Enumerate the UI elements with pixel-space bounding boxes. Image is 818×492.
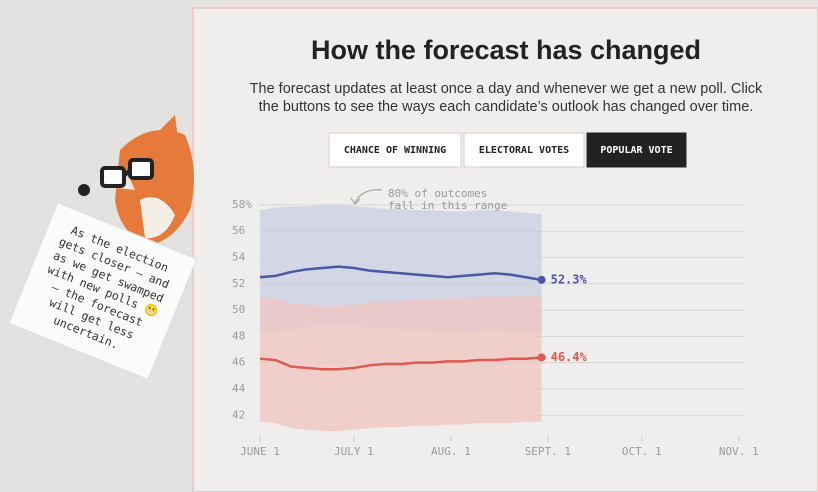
value-label: 52.3%	[551, 272, 588, 286]
annotation: 80% of outcomes	[388, 187, 487, 200]
end-point	[537, 353, 546, 362]
annotation: fall in this range	[388, 199, 507, 212]
button-label[interactable]: ELECTORAL VOTES	[479, 145, 569, 156]
x-tick-label: JULY 1	[334, 445, 374, 458]
title: How the forecast has changed	[311, 35, 701, 65]
button[interactable]	[463, 132, 585, 168]
note-paper	[8, 202, 198, 381]
button-group: CHANCE OF WINNING ELECTORAL VOTES POPULAR …	[328, 132, 687, 168]
subtitle: The forecast updates at least once a day…	[250, 81, 763, 97]
x-tick-label: JUNE 1	[240, 445, 280, 458]
forecast-line	[259, 265, 542, 282]
y-tick-label: 50	[232, 303, 245, 316]
x-tick-label: AUG. 1	[431, 445, 471, 458]
y-tick-label: 58%	[232, 198, 252, 211]
x-tick-label: NOV. 1	[719, 445, 759, 458]
x-tick-label: OCT. 1	[622, 445, 662, 458]
y-tick-label: 54	[232, 250, 246, 263]
y-tick-label: 52	[232, 277, 245, 290]
value-label: 46.4%	[551, 350, 588, 364]
y-tick-label: 48	[232, 329, 245, 342]
y-tick-label: 42	[232, 408, 245, 421]
subtitle: the buttons to see the ways each candida…	[259, 99, 754, 115]
fox-mascot	[78, 115, 194, 245]
button[interactable]	[328, 132, 462, 168]
y-tick-label: 46	[232, 356, 245, 369]
annotation-arrow	[350, 189, 383, 205]
button-label[interactable]: CHANCE OF WINNING	[344, 145, 446, 156]
button[interactable]	[586, 132, 687, 168]
y-tick-label: 44	[232, 382, 246, 395]
button-label[interactable]: POPULAR VOTE	[600, 145, 672, 156]
x-tick-label: SEPT. 1	[525, 445, 571, 458]
forecast-line	[259, 356, 542, 371]
y-tick-label: 56	[232, 224, 245, 237]
plot: 42 44 46 48 50 52 54 56 58% JUNE 1 JULY 1 AUG. 1 SEP…	[232, 187, 759, 458]
end-point	[537, 275, 546, 284]
